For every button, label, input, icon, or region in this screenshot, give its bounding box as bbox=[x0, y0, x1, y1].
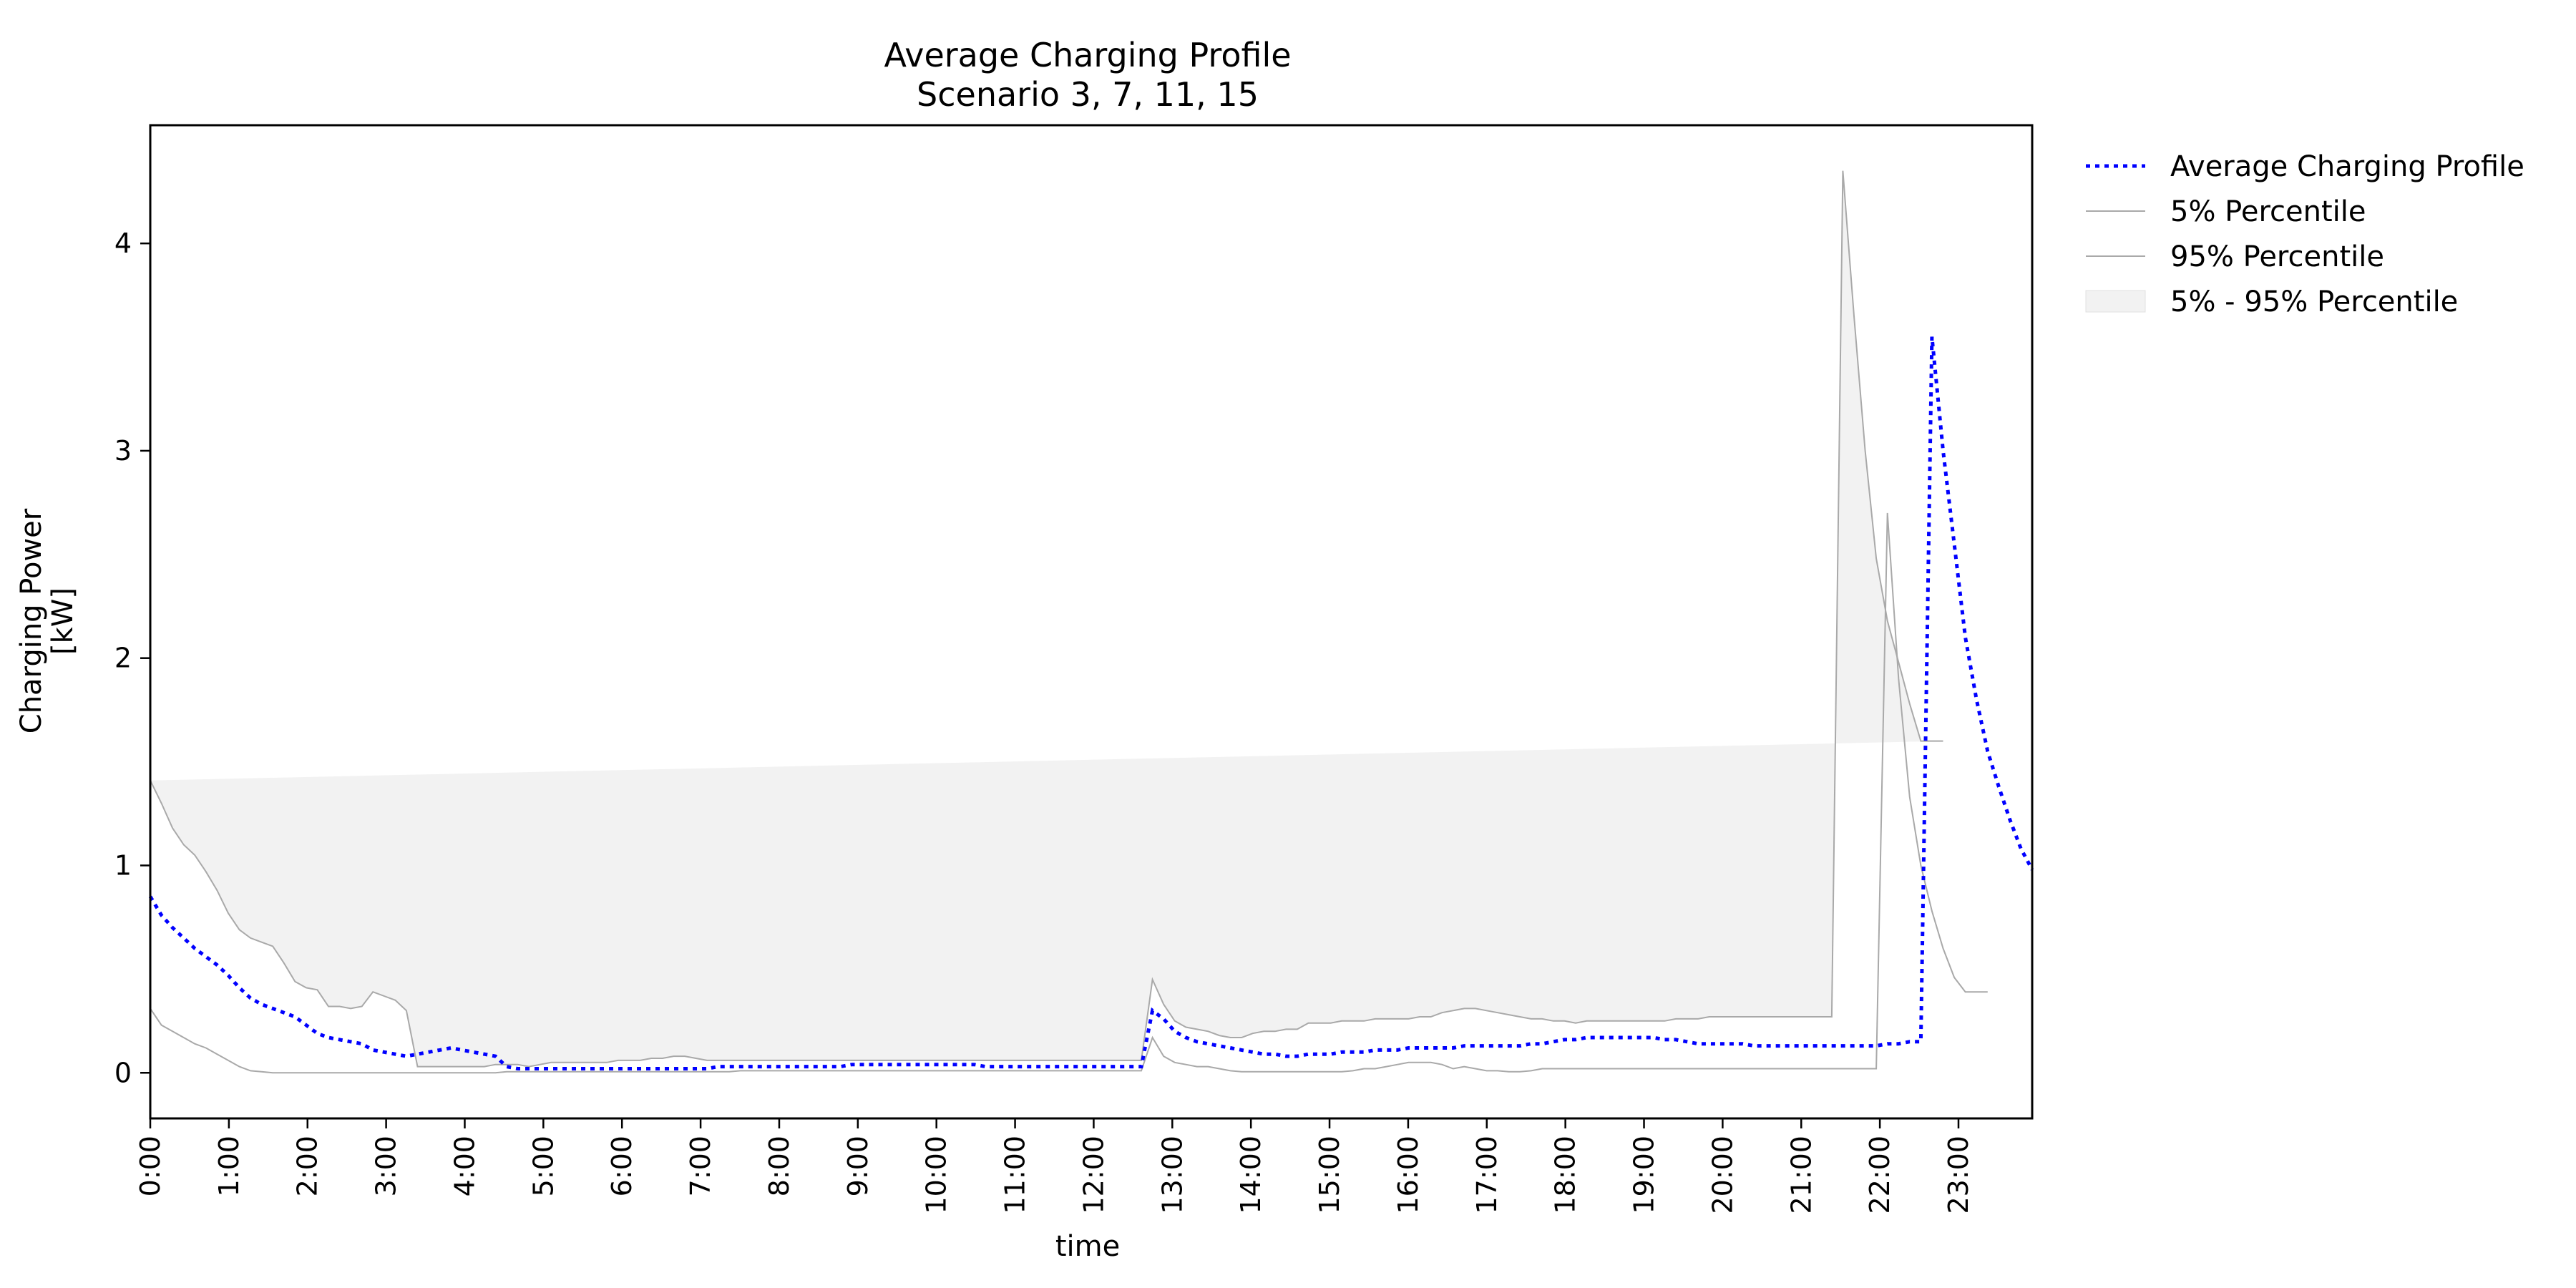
y-axis-label-line-2: [kW] bbox=[47, 587, 79, 655]
x-tick-label: 19:00 bbox=[1629, 1136, 1660, 1214]
x-tick-label: 0:00 bbox=[135, 1136, 166, 1196]
legend-label: 5% Percentile bbox=[2170, 195, 2366, 228]
x-tick-label: 11:00 bbox=[1000, 1136, 1031, 1214]
x-tick-label: 6:00 bbox=[606, 1136, 638, 1196]
y-tick-label: 2 bbox=[114, 643, 132, 674]
series-5-percent-percentile bbox=[150, 512, 1988, 1074]
plot-area bbox=[148, 124, 2034, 1120]
chart-title: Average Charging Profile Scenario 3, 7, … bbox=[884, 36, 1291, 114]
x-tick-label: 21:00 bbox=[1785, 1136, 1817, 1214]
chart-title-line-2: Scenario 3, 7, 11, 15 bbox=[917, 75, 1259, 114]
y-tick-label: 4 bbox=[114, 228, 132, 259]
chart-title-line-1: Average Charging Profile bbox=[884, 36, 1291, 74]
y-tick-label: 3 bbox=[114, 435, 132, 467]
y-tick-label: 1 bbox=[114, 849, 132, 881]
legend-item: 5% - 95% Percentile bbox=[2085, 286, 2458, 318]
x-tick-label: 17:00 bbox=[1471, 1136, 1503, 1214]
legend-label: Average Charging Profile bbox=[2170, 150, 2524, 183]
x-tick-label: 12:00 bbox=[1078, 1136, 1109, 1214]
x-axis-ticks: 0:00 1:00 2:00 3:00 4:00 5:00 6:00 7:00 8:00 9:00… bbox=[135, 1118, 1974, 1214]
y-axis-label: Charging Power [kW] bbox=[15, 508, 79, 733]
x-tick-label: 3:00 bbox=[371, 1136, 402, 1196]
x-tick-label: 7:00 bbox=[685, 1136, 716, 1196]
y-axis-label-line-1: Charging Power bbox=[15, 508, 48, 733]
legend-swatch bbox=[2085, 290, 2146, 313]
x-tick-label: 23:00 bbox=[1943, 1136, 1974, 1214]
x-tick-label: 2:00 bbox=[292, 1136, 323, 1196]
x-tick-label: 22:00 bbox=[1864, 1136, 1896, 1214]
y-axis-ticks: 0 1 2 3 4 bbox=[114, 228, 150, 1088]
x-tick-label: 5:00 bbox=[527, 1136, 559, 1196]
legend-label: 5% - 95% Percentile bbox=[2170, 286, 2458, 318]
legend-label: 95% Percentile bbox=[2170, 240, 2384, 273]
x-tick-label: 16:00 bbox=[1392, 1136, 1424, 1214]
percentile-band bbox=[150, 170, 1943, 1067]
x-tick-label: 20:00 bbox=[1707, 1136, 1738, 1214]
x-tick-label: 14:00 bbox=[1235, 1136, 1267, 1214]
x-tick-label: 18:00 bbox=[1550, 1136, 1581, 1214]
y-tick-label: 0 bbox=[114, 1057, 132, 1088]
legend: Average Charging Profile 5% Percentile 95%… bbox=[2085, 150, 2524, 318]
x-tick-label: 1:00 bbox=[213, 1136, 245, 1196]
x-tick-label: 8:00 bbox=[763, 1136, 795, 1196]
x-tick-label: 13:00 bbox=[1156, 1136, 1188, 1214]
x-axis-label: time bbox=[1055, 1230, 1120, 1263]
x-tick-label: 9:00 bbox=[842, 1136, 874, 1196]
legend-item: 5% Percentile bbox=[2086, 195, 2366, 228]
legend-item: 95% Percentile bbox=[2086, 240, 2384, 273]
x-tick-label: 10:00 bbox=[921, 1136, 952, 1214]
series-95-percent-percentile bbox=[150, 170, 1943, 1068]
plot-frame bbox=[149, 124, 2034, 1120]
legend-item: Average Charging Profile bbox=[2086, 150, 2524, 183]
x-tick-label: 15:00 bbox=[1314, 1136, 1345, 1214]
x-tick-label: 4:00 bbox=[449, 1136, 480, 1196]
